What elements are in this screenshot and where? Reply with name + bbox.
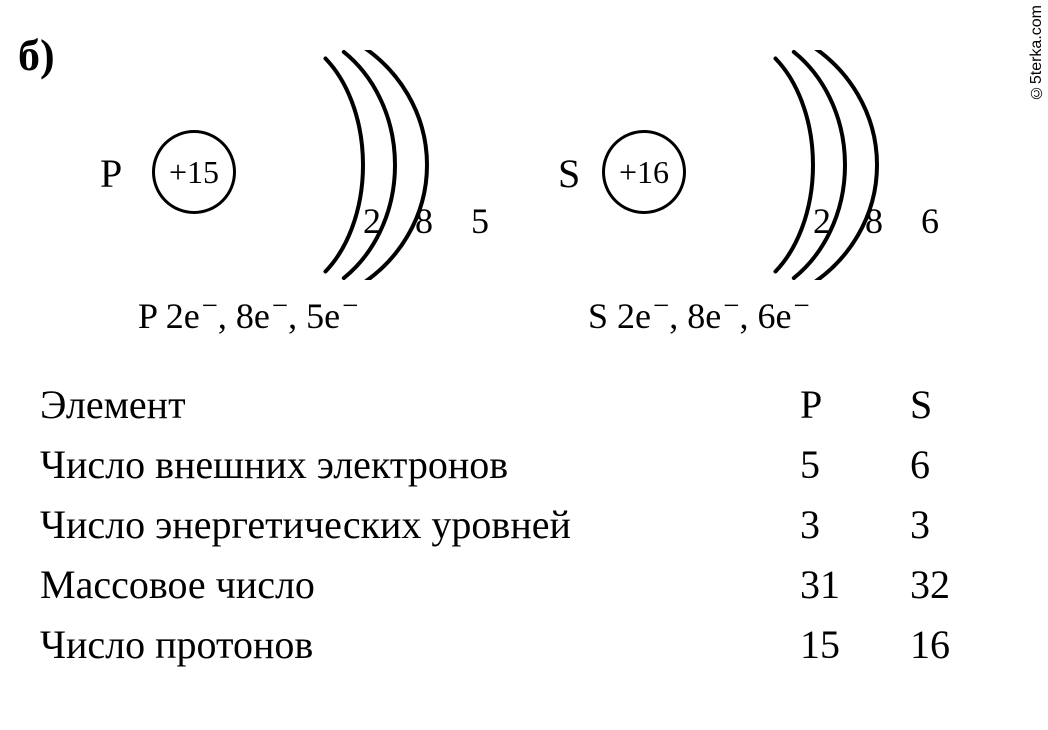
table-property: Число энергетических уровней: [40, 495, 800, 555]
table-cell: 3: [800, 495, 910, 555]
minus-icon: −: [202, 290, 218, 322]
minus-icon: −: [342, 290, 358, 322]
atom-s-shell-2-count: 8: [865, 200, 883, 242]
table-cell: 3: [910, 495, 1000, 555]
table-cell: 31: [800, 555, 910, 615]
atom-p-shell-1-count: 2: [363, 200, 381, 242]
minus-icon: −: [723, 290, 739, 322]
atom-s-notation-1: 2e: [617, 296, 651, 336]
table-property: Массовое число: [40, 555, 800, 615]
table-cell: S: [910, 375, 1000, 435]
atom-s-charge: +16: [619, 154, 669, 191]
atom-s-notation-2: 8e: [687, 296, 721, 336]
atom-p-charge: +15: [169, 154, 219, 191]
minus-icon: −: [653, 290, 669, 322]
atom-s-symbol: S: [558, 150, 580, 197]
atom-s-nucleus: +16: [602, 130, 686, 214]
atom-p-notation-1: 2e: [166, 296, 200, 336]
table-row: Число энергетических уровней 3 3: [40, 495, 1020, 555]
table-property: Элемент: [40, 375, 800, 435]
minus-icon: −: [272, 290, 288, 322]
table-cell: 15: [800, 615, 910, 675]
atom-p-notation-3: 5e: [306, 296, 340, 336]
atom-s-shell-3-count: 6: [921, 200, 939, 242]
table-property: Число протонов: [40, 615, 800, 675]
table-row: Число внешних электронов 5 6: [40, 435, 1020, 495]
properties-table: Элемент P S Число внешних электронов 5 6…: [40, 375, 1020, 675]
atom-s-notation-3: 6e: [758, 296, 792, 336]
atom-s-notation: S 2e−, 8e−, 6e−: [588, 290, 810, 337]
table-cell: 32: [910, 555, 1000, 615]
atom-s-shell-1-count: 2: [813, 200, 831, 242]
minus-icon: −: [793, 290, 809, 322]
atom-p-notation-2: 8e: [236, 296, 270, 336]
atom-p-notation: P 2e−, 8e−, 5e−: [138, 290, 358, 337]
table-row: Массовое число 31 32: [40, 555, 1020, 615]
table-cell: 5: [800, 435, 910, 495]
atom-p-symbol: P: [100, 150, 122, 197]
atom-s-notation-symbol: S: [588, 296, 608, 336]
table-row: Число протонов 15 16: [40, 615, 1020, 675]
atom-s-shells-svg: [690, 50, 970, 280]
atom-s: S +16 2 8 6 S 2e−, 8e−, 6e−: [540, 50, 970, 330]
atom-p-shell-3-count: 5: [471, 200, 489, 242]
atoms-row: P +15 2 8 5 P 2e−, 8e−, 5e− S +16 2 8 6 …: [0, 50, 1048, 330]
table-cell: P: [800, 375, 910, 435]
table-property: Число внешних электронов: [40, 435, 800, 495]
table-row: Элемент P S: [40, 375, 1020, 435]
atom-p-shells-svg: [240, 50, 520, 280]
table-cell: 16: [910, 615, 1000, 675]
atom-p: P +15 2 8 5 P 2e−, 8e−, 5e−: [90, 50, 520, 330]
atom-p-shell-2-count: 8: [415, 200, 433, 242]
table-cell: 6: [910, 435, 1000, 495]
atom-p-nucleus: +15: [152, 130, 236, 214]
atom-p-notation-symbol: P: [138, 296, 157, 336]
